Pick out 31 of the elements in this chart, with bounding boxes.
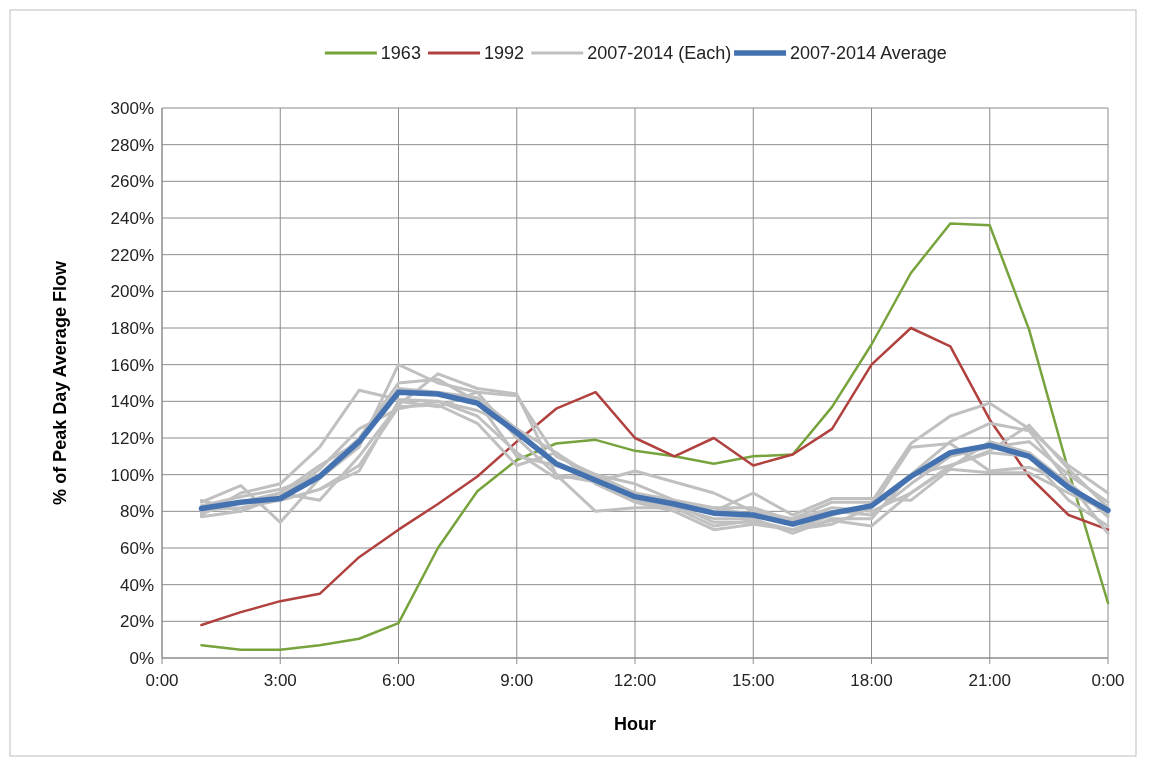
x-tick-label: 0:00 <box>1091 671 1125 690</box>
y-tick-label: 220% <box>110 245 154 265</box>
legend-label: 1963 <box>380 43 421 64</box>
y-tick-label: 80% <box>119 502 154 522</box>
y-tick-label: 240% <box>110 208 154 228</box>
y-tick-label: 0% <box>129 648 154 668</box>
x-tick-label: 12:00 <box>613 671 657 690</box>
x-tick-label: 15:00 <box>731 671 775 690</box>
y-tick-label: 100% <box>110 465 154 485</box>
y-tick-label: 120% <box>110 428 154 448</box>
y-tick-label: 160% <box>110 355 154 375</box>
x-axis-title: Hour <box>614 714 656 734</box>
y-tick-label: 200% <box>110 282 154 302</box>
y-tick-label: 280% <box>110 135 154 155</box>
legend-label: 2007-2014 Average <box>790 43 947 64</box>
legend-label: 1992 <box>484 43 525 64</box>
x-tick-label: 9:00 <box>500 671 534 690</box>
x-tick-label: 0:00 <box>145 671 179 690</box>
y-tick-label: 40% <box>119 575 154 595</box>
y-tick-label: 260% <box>110 172 154 192</box>
y-tick-label: 300% <box>110 98 154 118</box>
y-tick-label: 140% <box>110 392 154 412</box>
x-tick-label: 21:00 <box>968 671 1012 690</box>
x-tick-label: 3:00 <box>263 671 297 690</box>
y-axis-title: % of Peak Day Average Flow <box>50 260 70 505</box>
x-tick-label: 18:00 <box>850 671 893 690</box>
x-tick-label: 6:00 <box>381 671 416 690</box>
y-tick-label: 180% <box>110 318 154 338</box>
y-tick-label: 20% <box>119 612 154 632</box>
legend-label: 2007-2014 (Each) <box>587 43 732 64</box>
y-tick-label: 60% <box>119 538 154 558</box>
